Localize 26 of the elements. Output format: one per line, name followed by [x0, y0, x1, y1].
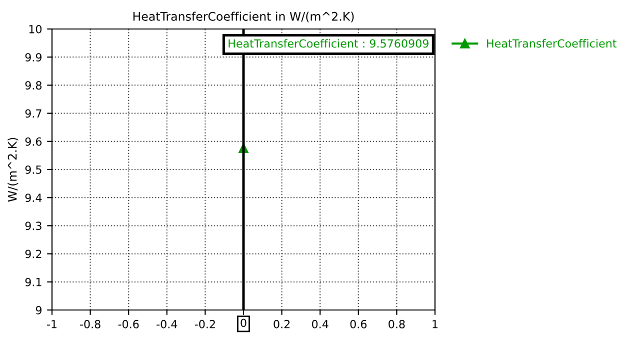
x-tick-label: 1 [432, 320, 438, 328]
x-tick-label: 0.2 [274, 320, 290, 328]
x-tick-label: -0.6 [118, 320, 139, 328]
y-tick-label: 9.4 [25, 194, 42, 202]
chart-title: HeatTransferCoefficient in W/(m^2.K) [133, 12, 354, 22]
y-tick-label: 9.3 [25, 222, 42, 230]
y-tick-label: 9.8 [25, 81, 42, 90]
y-tick-label: 9.5 [25, 165, 42, 174]
legend-label: HeatTransferCoefficient [487, 39, 616, 48]
x-tick-label: -1 [47, 320, 57, 328]
ref-line-label: 0 [240, 318, 246, 328]
x-tick-label: -0.2 [194, 320, 215, 328]
y-tick-label: 9.1 [25, 278, 42, 286]
y-tick-label: 9.2 [25, 250, 42, 258]
x-tick-label: 0.8 [388, 320, 405, 328]
y-tick-label: 9.9 [25, 53, 42, 62]
y-axis-title: W/(m^2.K) [8, 138, 18, 202]
y-tick-label: 9.6 [25, 137, 42, 146]
y-tick-label: 9 [36, 306, 42, 314]
y-tick-label: 9.7 [25, 109, 42, 118]
x-tick-label: -0.4 [156, 320, 178, 328]
x-tick-label: 0.4 [312, 320, 328, 328]
annotation: HeatTransferCoefficient : 9.5760909 [228, 39, 428, 48]
x-tick-label: 0.6 [350, 320, 367, 328]
x-tick-label: -0.8 [80, 320, 100, 328]
y-tick-label: 10 [29, 24, 42, 34]
